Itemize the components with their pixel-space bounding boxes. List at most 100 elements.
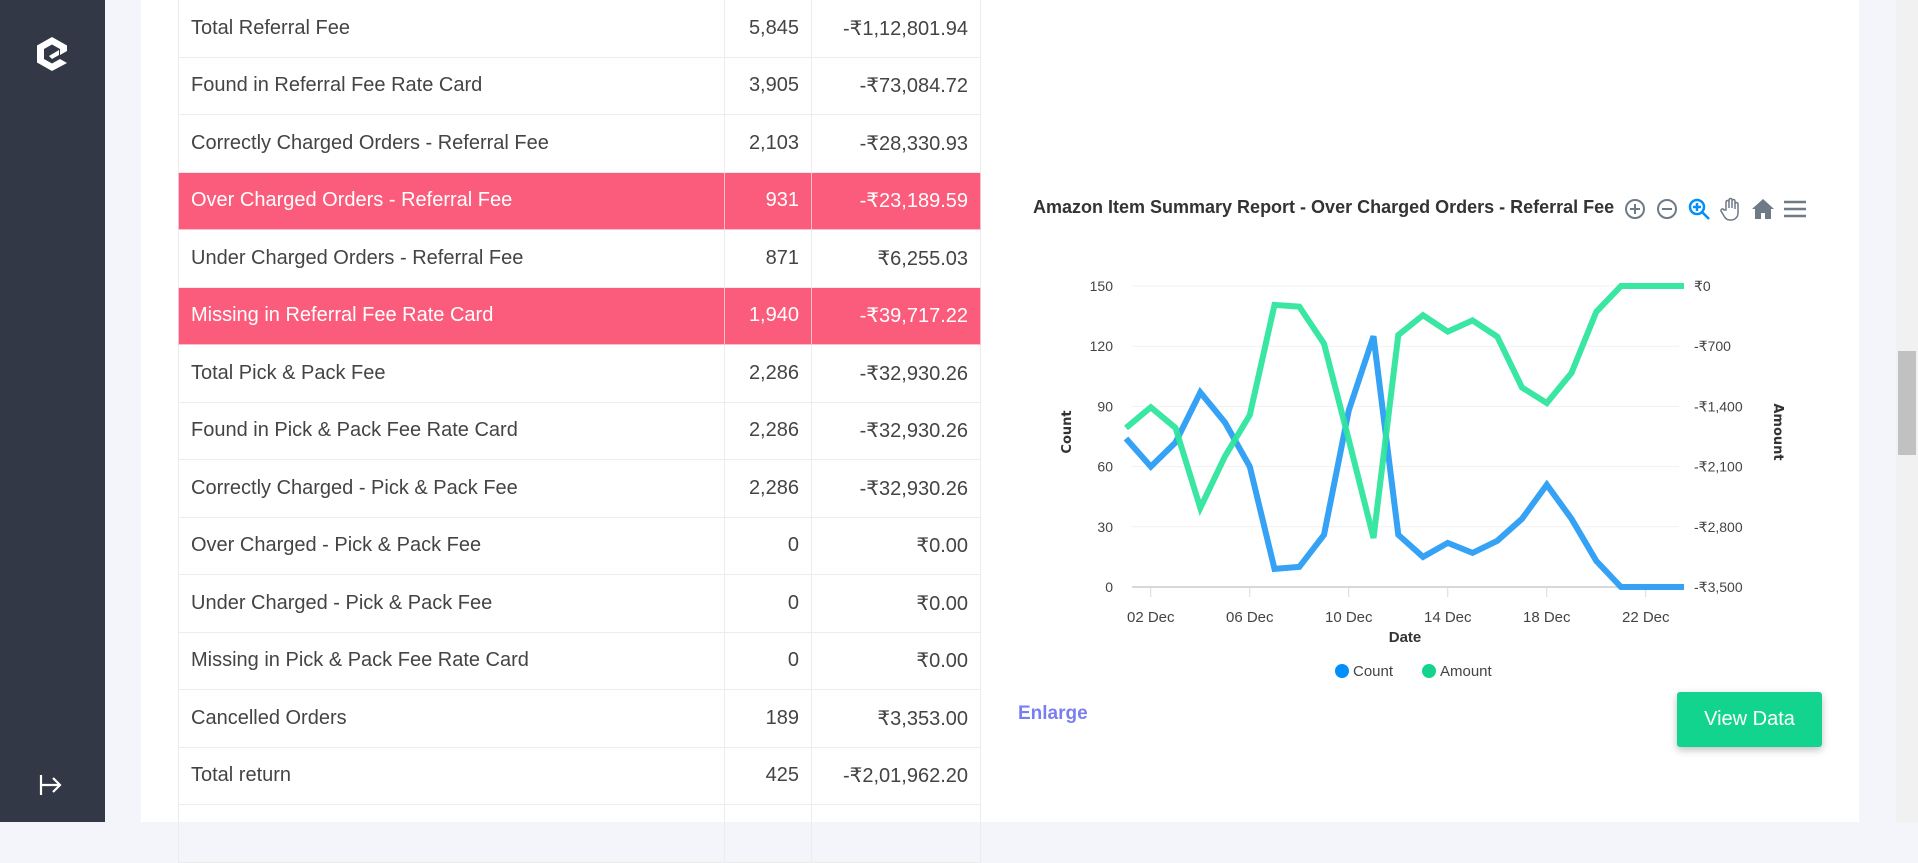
table-row: Over Charged - Pick & Pack Fee 0 ₹0.00 <box>178 516 981 575</box>
cell-count: 3,905 <box>724 56 812 115</box>
y-axis-title: Count <box>1060 410 1075 453</box>
cell-count: 1,940 <box>724 286 812 345</box>
y-tick-label: 120 <box>1090 338 1114 354</box>
table-row: Found in Pick & Pack Fee Rate Card 2,286-… <box>178 401 981 460</box>
reset-home-icon[interactable] <box>1750 196 1776 222</box>
y2-axis-title: Amount <box>1770 403 1785 460</box>
cell-label: Total return <box>178 746 725 805</box>
x-tick-label: 18 Dec <box>1523 609 1571 626</box>
y2-tick-label: -₹3,500 <box>1694 579 1743 595</box>
table-row: Missing in Pick & Pack Fee Rate Card 0 ₹0.… <box>178 631 981 690</box>
table-row: Cancelled Orders 189 ₹3,353.00 <box>178 689 981 748</box>
table-row: Under Charged Orders - Referral Fee 871 ₹6… <box>178 229 981 288</box>
cell-count: 2,286 <box>724 459 812 518</box>
y-tick-label: 60 <box>1097 459 1113 475</box>
cell-count: 189 <box>724 689 812 748</box>
x-tick-label: 02 Dec <box>1127 609 1175 626</box>
cell-amount: -₹32,930.26 <box>811 459 981 518</box>
scrollbar-thumb[interactable] <box>1898 351 1916 455</box>
cell-amount: ₹3,353.00 <box>811 689 981 748</box>
cell-label: Cancelled Orders <box>178 689 725 748</box>
selection-zoom-icon[interactable] <box>1686 196 1712 222</box>
cell-amount: ₹0.00 <box>811 631 981 690</box>
cell-label: Missing in Pick & Pack Fee Rate Card <box>178 631 725 690</box>
table-row: Correctly Charged - Pick & Pack Fee 2,286… <box>178 459 981 518</box>
cell-label: Over Charged - Pick & Pack Fee <box>178 516 725 575</box>
cell-label: Found in Pick & Pack Fee Rate Card <box>178 401 725 460</box>
x-axis-title: Date <box>1389 629 1422 646</box>
cell-label: Correctly Charged - Pick & Pack Fee <box>178 459 725 518</box>
legend-marker-count <box>1335 664 1349 678</box>
cell-label: Missing in Referral Fee Rate Card <box>178 286 725 345</box>
table-row: Over Charged Orders - Referral Fee 931 -₹2… <box>178 171 981 230</box>
table-row: Total Referral Fee 5,845 -₹1,12,801.94 <box>178 0 981 58</box>
y2-tick-label: -₹1,400 <box>1694 398 1743 414</box>
line-chart: 0 30 60 90 120 150 -₹3,500 -₹2,800 -₹2,100 -₹1,40… <box>1060 278 1785 680</box>
y2-tick-label: -₹2,100 <box>1694 459 1743 475</box>
cell-label: Total Referral Fee <box>178 0 725 58</box>
summary-table: Total Referral Fee 5,845 -₹1,12,801.94 Foun… <box>178 0 981 863</box>
legend-label: Count <box>1353 663 1394 680</box>
enlarge-link[interactable]: Enlarge <box>1018 703 1088 724</box>
zoom-out-icon[interactable] <box>1654 196 1680 222</box>
chart-title: Amazon Item Summary Report - Over Charge… <box>1033 197 1615 217</box>
cell-label: Under Charged - Pick & Pack Fee <box>178 574 725 633</box>
cell-label: Total Pick & Pack Fee <box>178 344 725 403</box>
cell-count: 5,845 <box>724 0 812 58</box>
cell-label: Correctly Charged Orders - Referral Fee <box>178 114 725 173</box>
cell-label: Over Charged Orders - Referral Fee <box>178 171 725 230</box>
cell-amount: ₹0.00 <box>811 516 981 575</box>
cell-count: 2,286 <box>724 344 812 403</box>
x-tick-label: 22 Dec <box>1622 609 1670 626</box>
legend-marker-amount <box>1422 664 1436 678</box>
x-tick-label: 14 Dec <box>1424 609 1472 626</box>
legend-label: Amount <box>1440 663 1493 680</box>
arrow-right-to-bar-icon[interactable] <box>36 770 66 800</box>
y2-tick-label: ₹0 <box>1694 278 1711 294</box>
cell-amount: -₹23,189.59 <box>811 171 981 230</box>
zoom-in-icon[interactable] <box>1622 196 1648 222</box>
cell-count: 2,286 <box>724 401 812 460</box>
y-tick-label: 90 <box>1097 398 1113 414</box>
scrollbar[interactable] <box>1896 0 1918 822</box>
y-tick-label: 150 <box>1090 278 1114 294</box>
table-row: Missing in Referral Fee Rate Card 1,940 -₹… <box>178 286 981 345</box>
table-row <box>178 804 981 863</box>
cell-label: Found in Referral Fee Rate Card <box>178 56 725 115</box>
cell-count: 0 <box>724 631 812 690</box>
cell-amount: -₹28,330.93 <box>811 114 981 173</box>
table-row: Total return 425 -₹2,01,962.20 <box>178 746 981 805</box>
view-data-button[interactable]: View Data <box>1677 692 1822 747</box>
x-tick-label: 06 Dec <box>1226 609 1274 626</box>
cell-amount: ₹0.00 <box>811 574 981 633</box>
pan-hand-icon[interactable] <box>1718 196 1744 222</box>
menu-icon[interactable] <box>1782 196 1808 222</box>
cell-amount: -₹39,717.22 <box>811 286 981 345</box>
y-tick-label: 0 <box>1105 579 1113 595</box>
cell-amount: -₹1,12,801.94 <box>811 0 981 58</box>
cell-amount <box>811 804 981 863</box>
cell-label: Under Charged Orders - Referral Fee <box>178 229 725 288</box>
table-row: Correctly Charged Orders - Referral Fee 2… <box>178 114 981 173</box>
cell-label <box>178 804 725 863</box>
y2-tick-label: -₹2,800 <box>1694 519 1743 535</box>
cell-count: 0 <box>724 516 812 575</box>
x-tick-label: 10 Dec <box>1325 609 1373 626</box>
cell-count: 2,103 <box>724 114 812 173</box>
cell-amount: -₹2,01,962.20 <box>811 746 981 805</box>
cell-count <box>724 804 812 863</box>
series-line-count <box>1123 335 1684 590</box>
series-line-amount <box>1124 283 1684 539</box>
table-row: Found in Referral Fee Rate Card 3,905 -₹73… <box>178 56 981 115</box>
sidebar <box>0 0 105 822</box>
chart-toolbar <box>1622 196 1808 222</box>
cell-count: 0 <box>724 574 812 633</box>
cell-amount: -₹32,930.26 <box>811 344 981 403</box>
app-logo[interactable] <box>32 34 72 74</box>
cell-count: 871 <box>724 229 812 288</box>
cell-amount: -₹73,084.72 <box>811 56 981 115</box>
y-tick-label: 30 <box>1097 519 1113 535</box>
y2-tick-label: -₹700 <box>1694 338 1731 354</box>
cell-amount: -₹32,930.26 <box>811 401 981 460</box>
table-row: Total Pick & Pack Fee 2,286 -₹32,930.26 <box>178 344 981 403</box>
